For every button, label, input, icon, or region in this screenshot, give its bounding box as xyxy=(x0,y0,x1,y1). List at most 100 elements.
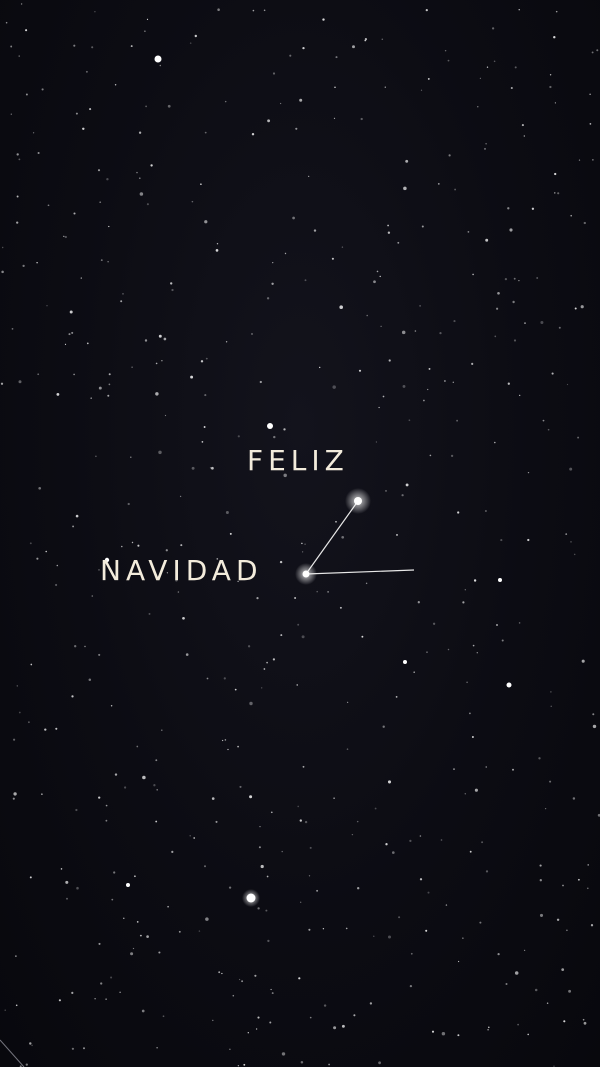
star xyxy=(481,841,484,844)
star xyxy=(165,549,168,552)
star xyxy=(283,428,286,431)
star xyxy=(25,29,28,32)
star xyxy=(5,21,8,24)
star xyxy=(523,135,525,137)
star xyxy=(487,1028,489,1031)
star xyxy=(565,533,568,535)
star xyxy=(94,998,96,1000)
star xyxy=(229,532,232,535)
star xyxy=(358,369,362,372)
star xyxy=(484,509,487,513)
star xyxy=(493,60,496,63)
star xyxy=(162,1015,165,1018)
small-stars xyxy=(0,3,600,1067)
star xyxy=(221,972,223,975)
star xyxy=(108,373,111,376)
star xyxy=(205,917,209,921)
star xyxy=(507,207,510,210)
star xyxy=(484,147,486,150)
star xyxy=(146,935,149,938)
star xyxy=(319,366,321,369)
star xyxy=(20,3,23,5)
star xyxy=(453,768,455,770)
star xyxy=(95,455,97,458)
star xyxy=(204,394,207,397)
star xyxy=(224,100,227,103)
star xyxy=(402,384,406,388)
star xyxy=(313,229,317,232)
star xyxy=(376,270,379,273)
star xyxy=(281,850,283,853)
star xyxy=(494,335,497,338)
star xyxy=(512,300,515,304)
star xyxy=(113,871,116,874)
star xyxy=(485,870,489,873)
star xyxy=(90,397,92,399)
star xyxy=(73,373,75,376)
star xyxy=(341,535,345,539)
star xyxy=(12,797,15,800)
star xyxy=(127,502,130,506)
star xyxy=(423,399,425,402)
star xyxy=(158,951,161,954)
star xyxy=(36,261,38,264)
star xyxy=(304,820,308,824)
star xyxy=(485,238,489,242)
star xyxy=(105,819,108,822)
star xyxy=(37,151,40,155)
star xyxy=(22,264,25,268)
star xyxy=(551,372,554,375)
bright-star xyxy=(104,557,110,563)
star xyxy=(479,77,481,79)
star xyxy=(596,49,599,52)
star xyxy=(131,366,133,368)
star xyxy=(257,907,260,910)
star xyxy=(518,622,521,624)
star xyxy=(397,241,400,244)
star xyxy=(124,786,127,789)
star xyxy=(546,1002,549,1004)
star xyxy=(1,270,4,274)
star xyxy=(519,394,521,397)
star xyxy=(467,231,470,233)
star xyxy=(98,386,102,390)
star xyxy=(507,382,510,385)
star xyxy=(300,901,302,903)
star xyxy=(485,143,487,145)
star xyxy=(491,27,495,30)
star xyxy=(223,677,226,680)
star xyxy=(346,701,349,704)
star xyxy=(401,494,404,497)
star xyxy=(517,1023,519,1026)
star xyxy=(260,864,264,869)
star xyxy=(71,695,74,698)
star xyxy=(333,797,335,799)
star xyxy=(444,49,447,52)
star xyxy=(417,601,420,604)
star xyxy=(538,757,541,760)
star xyxy=(378,1061,381,1065)
star xyxy=(225,341,228,343)
star xyxy=(2,246,4,249)
star xyxy=(432,622,436,625)
star xyxy=(464,793,467,795)
star xyxy=(76,886,79,890)
star xyxy=(589,93,591,95)
star xyxy=(228,886,232,889)
star xyxy=(206,677,209,680)
star xyxy=(200,183,202,186)
star xyxy=(29,1042,32,1045)
star xyxy=(284,252,287,255)
star xyxy=(387,935,392,939)
star xyxy=(352,45,355,49)
star xyxy=(566,929,568,932)
star xyxy=(36,557,39,560)
star xyxy=(263,9,266,12)
star xyxy=(215,820,218,823)
star xyxy=(177,591,180,593)
star xyxy=(295,127,298,130)
star xyxy=(58,999,61,1002)
star xyxy=(189,835,191,837)
star xyxy=(513,339,517,342)
star xyxy=(269,1021,272,1024)
